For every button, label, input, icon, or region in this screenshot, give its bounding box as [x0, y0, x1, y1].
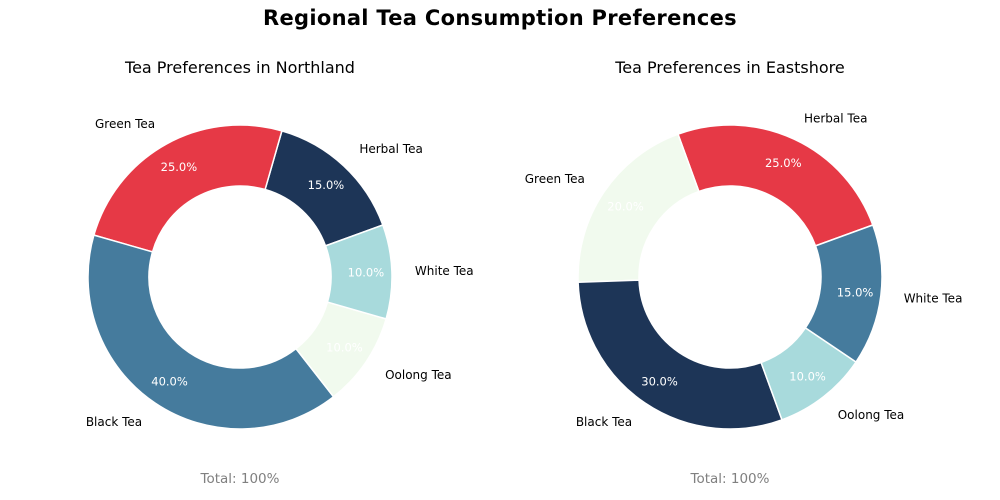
slice-black-tea [87, 234, 335, 430]
slice-category-label: White Tea [415, 264, 474, 278]
chart-title: Regional Tea Consumption Preferences [263, 6, 737, 30]
slice-white-tea [324, 224, 393, 320]
slice-category-label: Black Tea [86, 415, 142, 429]
slice-category-label: Green Tea [525, 172, 585, 186]
slice-percent-label: 25.0% [765, 156, 802, 170]
slice-category-label: White Tea [904, 291, 963, 305]
slice-percent-label: 25.0% [161, 160, 198, 174]
slice-percent-label: 10.0% [789, 369, 826, 383]
slice-category-label: Black Tea [576, 415, 632, 429]
slice-percent-label: 15.0% [308, 178, 345, 192]
slice-herbal-tea [677, 124, 874, 247]
subplot-title: Tea Preferences in Eastshore [614, 58, 845, 77]
slice-category-label: Oolong Tea [838, 408, 905, 422]
slice-percent-label: 10.0% [348, 266, 385, 280]
subplot-title: Tea Preferences in Northland [124, 58, 355, 77]
total-label: Total: 100% [690, 471, 770, 487]
slice-percent-label: 30.0% [641, 374, 678, 388]
slice-black-tea [577, 279, 783, 430]
slice-category-label: Green Tea [95, 117, 155, 131]
slice-percent-label: 10.0% [326, 340, 363, 354]
donut-chart-2: Tea Preferences in Eastshore 25.0% Herbal … [525, 58, 963, 487]
slice-percent-label: 20.0% [607, 200, 644, 214]
slice-white-tea [804, 224, 883, 364]
slice-green-tea [92, 124, 283, 253]
donut-chart-1: Tea Preferences in Northland 15.0% Herbal … [86, 58, 474, 487]
total-label: Total: 100% [200, 471, 280, 487]
slice-percent-label: 40.0% [151, 374, 188, 388]
slice-category-label: Herbal Tea [804, 111, 868, 125]
slice-percent-label: 15.0% [837, 285, 874, 299]
slice-category-label: Herbal Tea [359, 142, 423, 156]
slice-category-label: Oolong Tea [385, 368, 452, 382]
